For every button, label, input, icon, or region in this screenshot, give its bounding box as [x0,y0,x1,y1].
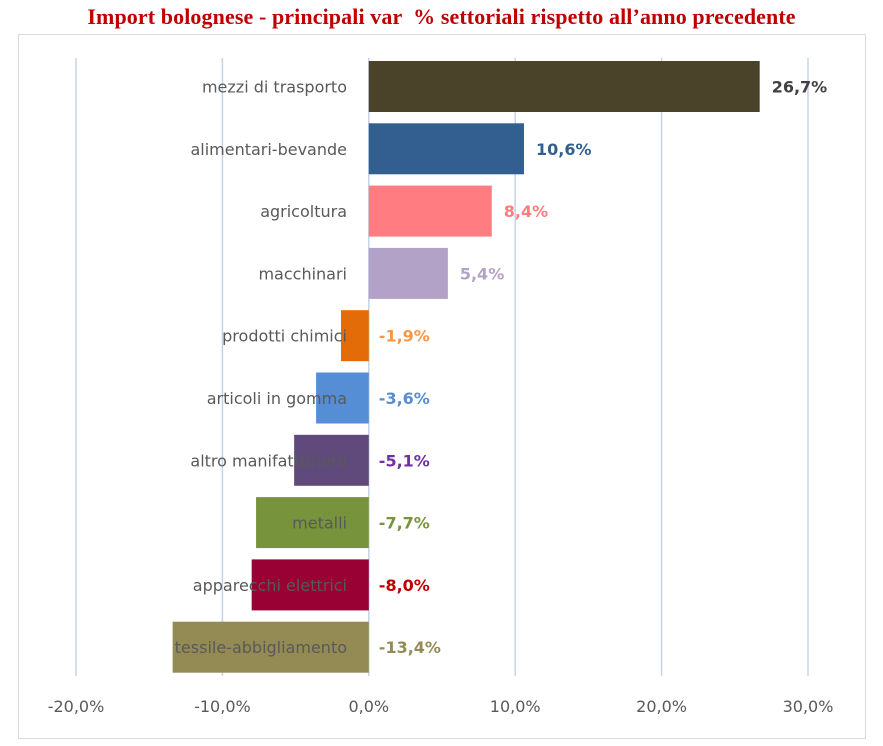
value-label: -3,6% [379,389,430,408]
category-label: metalli [292,514,347,533]
bar [368,61,760,112]
category-label: articoli in gomma [207,389,347,408]
x-tick-label: 30,0% [783,697,834,716]
x-tick-label: 0,0% [348,697,389,716]
value-label: 5,4% [460,264,504,283]
chart-title: Import bolognese - principali var % sett… [87,4,796,29]
value-label: -1,9% [379,327,430,346]
bar [316,372,369,424]
x-tick-label: -20,0% [48,697,105,716]
x-tick-label: -10,0% [194,697,251,716]
bar [172,621,369,673]
x-axis-ticks: -20,0% -10,0% 0,0% 10,0% 20,0% 30,0% [48,697,834,716]
bar [368,123,524,175]
category-label: prodotti chimici [222,327,347,346]
category-label: mezzi di trasporto [202,78,347,97]
value-labels: 26,7% 10,6% 8,4% 5,4% -1,9% -3,6% -5,1% -7,7% -8… [379,78,827,658]
x-tick-label: 20,0% [636,697,687,716]
x-tick-label: 10,0% [490,697,541,716]
category-label: alimentari-bevande [190,140,347,159]
value-label: -7,7% [379,514,430,533]
value-label: -8,0% [379,576,430,595]
bar [256,497,369,549]
bar [340,310,369,362]
category-label: agricoltura [260,202,347,221]
value-label: 26,7% [772,78,828,97]
value-label: -5,1% [379,451,430,470]
bars [172,61,760,673]
value-label: 10,6% [536,140,592,159]
category-labels: mezzi di trasporto alimentari-bevande agri… [175,78,347,658]
bar [368,247,448,299]
bar [294,434,369,486]
bar [368,185,492,237]
value-label: 8,4% [504,202,548,221]
category-label: macchinari [258,264,347,283]
chart-frame [18,34,866,739]
value-label: -13,4% [379,638,441,657]
category-label: tessile-abbigliamento [175,638,347,657]
category-label: apparecchi elettrici [193,576,347,595]
bar [251,559,369,611]
category-label: altro manifatturiero [190,451,347,470]
